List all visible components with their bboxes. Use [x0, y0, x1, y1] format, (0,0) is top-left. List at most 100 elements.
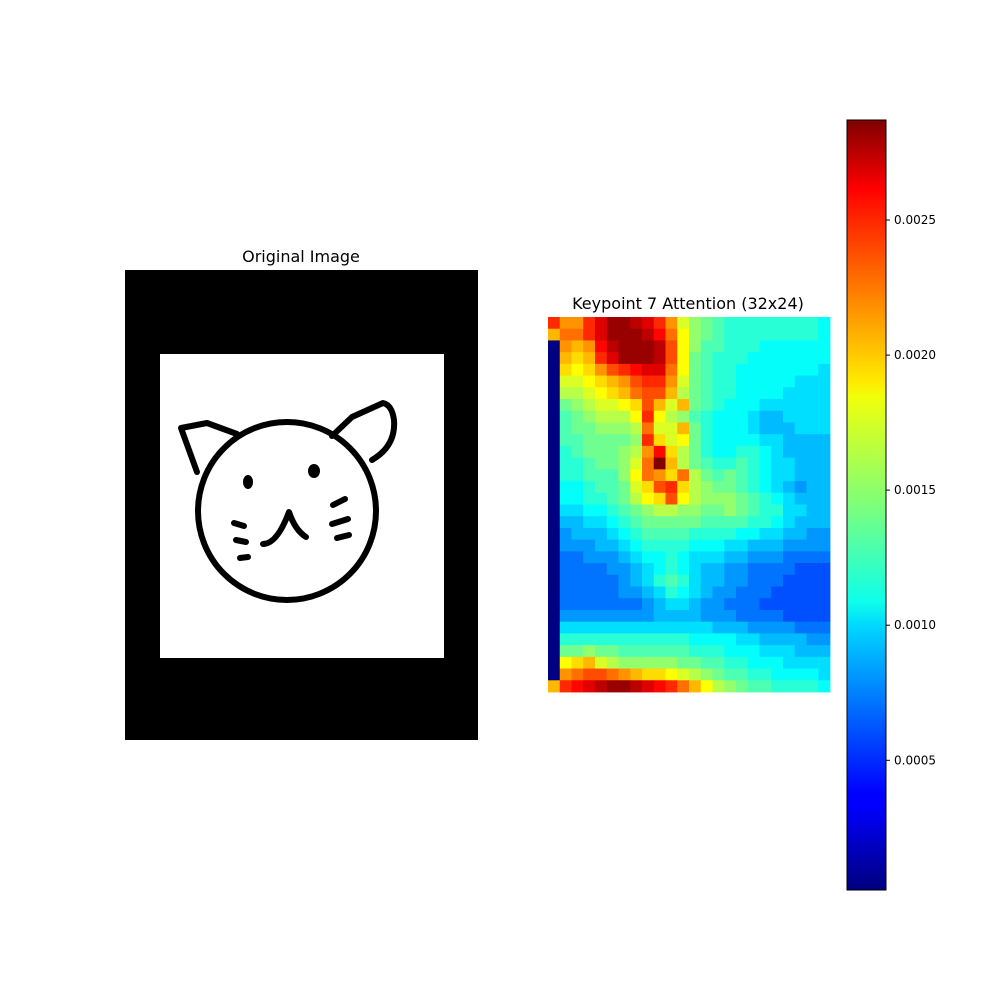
heatmap-cell [559, 598, 572, 611]
heatmap-cell [818, 656, 831, 669]
heatmap-cell [771, 516, 784, 529]
heatmap-cell [712, 352, 725, 365]
heatmap-cell [783, 516, 796, 529]
heatmap-cell [806, 492, 819, 505]
heatmap-cell [630, 469, 643, 482]
heatmap-cell [665, 363, 678, 376]
heatmap-cell [689, 399, 702, 412]
heatmap-cell [700, 609, 713, 623]
heatmap-cell [806, 434, 819, 447]
heatmap-cell [583, 340, 596, 353]
heatmap-cell [583, 492, 596, 505]
heatmap-cell [736, 340, 749, 353]
heatmap-cell [548, 492, 561, 505]
heatmap-cell [712, 527, 725, 541]
heatmap-cell [665, 563, 678, 576]
heatmap-cell [736, 668, 749, 681]
heatmap-cell [595, 317, 608, 330]
heatmap-cell [712, 328, 725, 341]
heatmap-cell [606, 609, 619, 623]
heatmap-cell [794, 410, 807, 423]
heatmap-cell [806, 363, 819, 376]
heatmap-cell [653, 563, 666, 576]
heatmap-cell [606, 586, 619, 599]
heatmap-cell [759, 375, 772, 388]
heatmap-cell [806, 656, 819, 669]
heatmap-cell [712, 399, 725, 412]
heatmap-cell [783, 551, 796, 564]
heatmap-cell [759, 492, 772, 505]
heatmap-cell [689, 609, 702, 623]
heatmap-cell [794, 317, 807, 330]
heatmap-cell [794, 422, 807, 435]
heatmap-cell [677, 668, 690, 681]
heatmap-cell [618, 668, 631, 681]
heatmap-cell [747, 633, 760, 646]
heatmap-cell [630, 598, 643, 611]
heatmap-cell [771, 445, 784, 459]
heatmap-cell [689, 668, 702, 681]
heatmap-cell [689, 481, 702, 494]
heatmap-cell [712, 469, 725, 482]
heatmap-cell [595, 574, 608, 587]
heatmap-cell [571, 621, 584, 634]
heatmap-cell [618, 317, 631, 330]
heatmap-cell [806, 457, 819, 470]
heatmap-cell [806, 445, 819, 459]
heatmap-cell [618, 469, 631, 482]
heatmap-cell [653, 656, 666, 669]
heatmap-cell [665, 504, 678, 517]
heatmap-cell [642, 516, 655, 529]
heatmap-cell [595, 387, 608, 400]
heatmap-cell [724, 527, 737, 541]
heatmap-cell [724, 352, 737, 365]
heatmap-cell [595, 445, 608, 459]
heatmap [548, 317, 831, 693]
heatmap-cell [618, 399, 631, 412]
heatmap-cell [595, 516, 608, 529]
heatmap-cell [818, 516, 831, 529]
heatmap-cell [618, 527, 631, 541]
heatmap-cell [571, 434, 584, 447]
heatmap-cell [606, 399, 619, 412]
heatmap-cell [618, 621, 631, 634]
heatmap-cell [665, 445, 678, 459]
heatmap-cell [559, 328, 572, 341]
heatmap-cell [595, 656, 608, 669]
heatmap-cell [794, 445, 807, 459]
heatmap-cell [759, 469, 772, 482]
heatmap-cell [736, 492, 749, 505]
heatmap-cell [771, 551, 784, 564]
heatmap-cell [677, 457, 690, 470]
heatmap-cell [583, 609, 596, 623]
heatmap-cell [630, 445, 643, 459]
heatmap-cell [759, 317, 772, 330]
heatmap-cell [583, 656, 596, 669]
heatmap-cell [642, 422, 655, 435]
heatmap-cell [677, 410, 690, 423]
heatmap-cell [595, 633, 608, 646]
heatmap-cell [712, 563, 725, 576]
heatmap-cell [724, 481, 737, 494]
heatmap-cell [618, 434, 631, 447]
heatmap-cell [548, 469, 561, 482]
heatmap-cell [689, 492, 702, 505]
heatmap-cell [606, 656, 619, 669]
heatmap-cell [665, 457, 678, 470]
heatmap-cell [747, 352, 760, 365]
heatmap-cell [653, 574, 666, 587]
heatmap-cell [806, 609, 819, 623]
heatmap-cell [548, 656, 561, 669]
heatmap-cell [548, 399, 561, 412]
heatmap-cell [736, 645, 749, 658]
heatmap-cell [559, 574, 572, 587]
heatmap-cell [665, 469, 678, 482]
heatmap-cell [595, 563, 608, 576]
heatmap-cell [571, 609, 584, 623]
heatmap-cell [630, 422, 643, 435]
heatmap-cell [689, 375, 702, 388]
heatmap-cell [548, 375, 561, 388]
heatmap-cell [653, 399, 666, 412]
heatmap-cell [700, 445, 713, 459]
heatmap-cell [806, 387, 819, 400]
